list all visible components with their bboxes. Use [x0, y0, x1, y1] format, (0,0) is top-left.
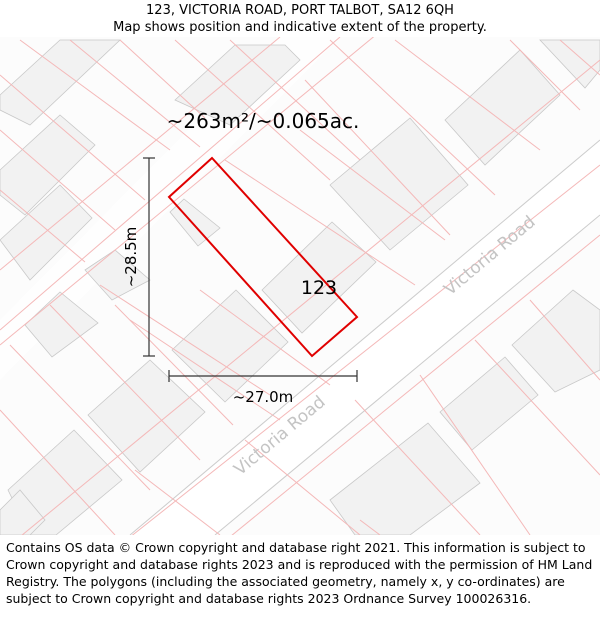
road-victoria	[0, 37, 600, 535]
building	[511, 289, 600, 393]
building	[539, 39, 600, 89]
building	[174, 44, 301, 126]
building	[0, 114, 96, 216]
building	[444, 49, 561, 166]
area-label: ~263m²/~0.065ac.	[167, 109, 360, 133]
dimension-vertical	[143, 157, 155, 357]
parcel-lines	[0, 37, 600, 535]
building	[329, 422, 481, 535]
building	[0, 489, 46, 535]
building	[439, 356, 539, 451]
building	[171, 289, 289, 403]
property-address: 123, VICTORIA ROAD, PORT TALBOT, SA12 6Q…	[146, 3, 454, 18]
copyright-attribution: Contains OS data © Crown copyright and d…	[6, 540, 593, 606]
map-subtitle: Map shows position and indicative extent…	[113, 20, 487, 35]
width-dimension-label: ~27.0m	[233, 388, 294, 406]
map-canvas: Victoria Road Victoria Road ~263m²/~0.06…	[0, 37, 600, 535]
building	[329, 117, 469, 251]
map-header: 123, VICTORIA ROAD, PORT TALBOT, SA12 6Q…	[0, 0, 600, 37]
building	[261, 221, 377, 334]
height-dimension-label: ~28.5m	[122, 227, 140, 288]
building	[84, 249, 151, 301]
building	[0, 39, 122, 126]
buildings	[0, 39, 600, 535]
building	[24, 291, 99, 358]
plot-number-label: 123	[301, 277, 337, 299]
property-map[interactable]: Victoria Road Victoria Road ~263m²/~0.06…	[0, 37, 600, 535]
dimension-horizontal	[168, 370, 358, 382]
property-boundary[interactable]	[167, 156, 359, 358]
building	[0, 184, 93, 281]
